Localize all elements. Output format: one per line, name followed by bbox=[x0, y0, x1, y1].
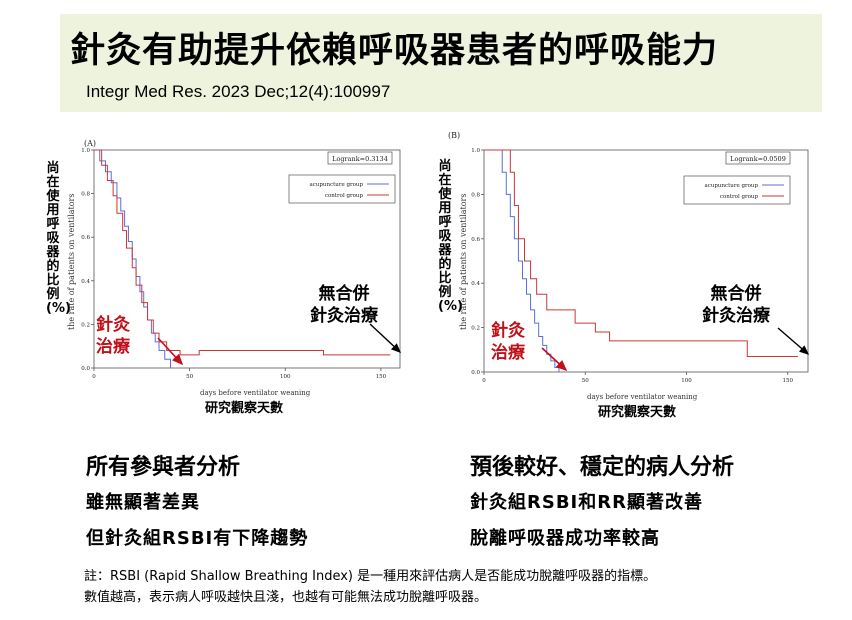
footnote-line2: 數值越高，表示病人呼吸越快且淺，也越有可能無法成功脫離呼吸器。 bbox=[84, 590, 488, 605]
legend-label-right: acupuncture group bbox=[705, 183, 759, 189]
x-tick-label-right: 50 bbox=[582, 378, 589, 384]
left-line1: 雖無顯著差異 bbox=[86, 492, 200, 513]
x-tick-label-right: 0 bbox=[482, 378, 486, 384]
legend-label-left: acupuncture group bbox=[310, 182, 364, 188]
right-annotation-acupuncture-text: 針灸 治療 bbox=[491, 321, 525, 363]
left-annotation-control-text: 無合併 針灸治療 bbox=[310, 284, 378, 326]
left-line2: 但針灸組RSBI有下降趨勢 bbox=[86, 528, 309, 549]
right-chart-panel: (B) 0.0 0.2 0.4 0.6 0.8 1.0 0 50 100 150 Logrank=0.… bbox=[448, 128, 814, 390]
x-tick-label-left: 100 bbox=[280, 374, 291, 380]
x-tick-label-right: 100 bbox=[681, 378, 692, 384]
right-annotation-acupuncture: 針灸 治療 bbox=[491, 320, 525, 364]
logrank-label-left: Logrank=0.3134 bbox=[332, 155, 388, 163]
y-tick-label-right: 0.0 bbox=[471, 370, 480, 376]
left-xlabel-en: days before ventilator weaning bbox=[200, 389, 311, 397]
slide-title: 針灸有助提升依賴呼吸器患者的呼吸能力 bbox=[70, 31, 719, 71]
left-xlabel-cn: 研究觀察天數 bbox=[205, 401, 284, 416]
logrank-box-left bbox=[327, 151, 393, 165]
left-km-chart: (A) 0.0 0.2 0.4 0.6 0.8 1.0 0 50 100 150 Logrank=0.… bbox=[81, 139, 402, 380]
y-tick-label-left: 0.2 bbox=[81, 322, 90, 328]
control-arrow-icon bbox=[369, 323, 402, 353]
y-tick-label-right: 1.0 bbox=[471, 148, 480, 154]
legend-label-left: control group bbox=[325, 193, 364, 199]
citation: Integr Med Res. 2023 Dec;12(4):100997 bbox=[86, 82, 391, 101]
plot-frame-left bbox=[93, 149, 401, 369]
series-line-acupuncture-left bbox=[94, 149, 171, 368]
right-km-chart: (B) 0.0 0.2 0.4 0.6 0.8 1.0 0 50 100 150 Logrank=0.… bbox=[448, 131, 810, 384]
right-xlabel-cn: 研究觀察天數 bbox=[598, 405, 677, 420]
right-line1: 針灸組RSBI和RR顯著改善 bbox=[470, 492, 703, 513]
right-xlabel-en: days before ventilator weaning bbox=[587, 393, 698, 401]
x-tick-label-left: 0 bbox=[92, 374, 96, 380]
series-line-control-left bbox=[94, 149, 391, 356]
x-tick-label-right: 150 bbox=[783, 378, 794, 384]
title-band bbox=[60, 14, 822, 112]
legend-box-right bbox=[683, 175, 791, 205]
panel-tag-left: (A) bbox=[84, 139, 96, 148]
control-arrow-icon bbox=[777, 327, 810, 355]
acupuncture-arrow-icon bbox=[541, 347, 568, 372]
y-tick-label-left: 0.8 bbox=[81, 192, 90, 198]
y-tick-label-right: 0.2 bbox=[471, 326, 480, 332]
y-tick-label-left: 0.0 bbox=[81, 366, 90, 372]
legend-box-left bbox=[288, 174, 396, 204]
y-tick-label-right: 0.4 bbox=[471, 281, 480, 287]
y-tick-label-right: 0.8 bbox=[471, 192, 480, 198]
footnote-line1: 註：RSBI (Rapid Shallow Breathing Index) 是… bbox=[84, 569, 657, 584]
logrank-box-right bbox=[725, 151, 791, 165]
right-line2: 脫離呼吸器成功率較高 bbox=[470, 528, 660, 549]
plot-frame-right bbox=[483, 149, 809, 373]
x-tick-label-left: 50 bbox=[186, 374, 193, 380]
left-annotation-acupuncture-text: 針灸 治療 bbox=[96, 315, 130, 357]
legend-label-right: control group bbox=[720, 194, 759, 200]
left-annotation-control: 無合併 針灸治療 bbox=[310, 283, 378, 327]
left-heading: 所有參與者分析 bbox=[86, 455, 241, 480]
left-ylabel-en: the rate of patients on ventilators bbox=[67, 193, 76, 330]
x-tick-label-left: 150 bbox=[376, 374, 387, 380]
series-line-acupuncture-right bbox=[484, 149, 560, 372]
panel-tag-right: (B) bbox=[448, 131, 460, 140]
right-annotation-control: 無合併 針灸治療 bbox=[702, 283, 770, 327]
left-chart-panel: (A) 0.0 0.2 0.4 0.6 0.8 1.0 0 50 100 150 Logrank=0.… bbox=[81, 138, 406, 388]
acupuncture-arrow-icon bbox=[157, 337, 184, 366]
right-heading: 預後較好、穩定的病人分析 bbox=[470, 455, 735, 480]
y-tick-label-left: 0.4 bbox=[81, 279, 90, 285]
logrank-label-right: Logrank=0.0509 bbox=[730, 155, 786, 163]
y-tick-label-left: 0.6 bbox=[81, 235, 90, 241]
y-tick-label-left: 1.0 bbox=[81, 148, 90, 154]
y-tick-label-right: 0.6 bbox=[471, 237, 480, 243]
left-annotation-acupuncture: 針灸 治療 bbox=[96, 314, 130, 358]
series-line-control-right bbox=[484, 149, 798, 357]
left-ylabel-cn: 尚在使用呼吸器的比例(%) bbox=[46, 161, 71, 316]
right-annotation-control-text: 無合併 針灸治療 bbox=[702, 284, 770, 326]
